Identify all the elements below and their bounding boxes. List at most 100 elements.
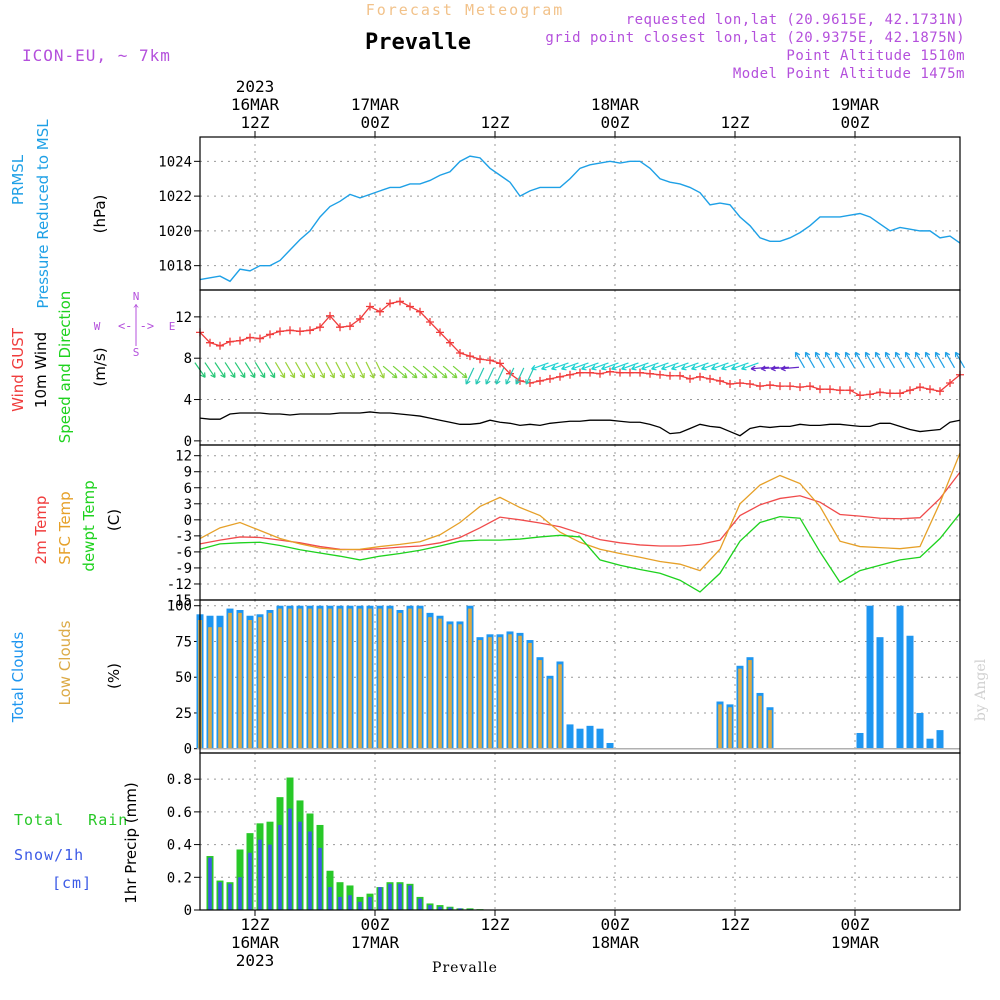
wind-direction-arrow — [741, 362, 759, 371]
gust-marker — [566, 370, 574, 379]
y-tick-label: 12 — [175, 310, 192, 326]
total-clouds-label: Total Clouds — [9, 632, 27, 724]
low-cloud-bar — [768, 710, 772, 749]
gust-marker — [776, 382, 784, 391]
y-tick-label: -3 — [175, 529, 192, 545]
wind-direction-arrow — [214, 362, 226, 379]
wind-direction-label: Speed and Direction — [56, 291, 74, 444]
gust-marker — [436, 328, 444, 337]
low-cloud-bar — [348, 608, 352, 749]
y-tick-label: -12 — [167, 577, 192, 593]
wind-direction-arrow — [305, 361, 315, 379]
gust-marker — [856, 391, 864, 400]
compass-w: W — [94, 320, 101, 333]
gust-marker — [246, 333, 254, 342]
snow-bar — [418, 898, 422, 910]
wind-direction-arrow — [611, 362, 629, 371]
gust-marker — [876, 388, 884, 397]
gust-marker — [386, 299, 394, 308]
gust-marker — [336, 323, 344, 332]
wind-direction-arrow — [814, 351, 826, 369]
gust-marker — [406, 302, 414, 311]
gust-marker — [446, 338, 454, 347]
gust-marker — [736, 379, 744, 387]
gust-marker — [306, 326, 314, 335]
low-cloud-bar — [368, 608, 372, 749]
gust-marker — [356, 314, 364, 323]
wind-direction-arrow — [224, 362, 236, 379]
low-cloud-bar — [448, 624, 452, 749]
wind-direction-arrow — [315, 361, 325, 379]
t2m-label: 2m Temp — [32, 496, 50, 565]
y-tick-label: 1024 — [158, 154, 192, 170]
snow-bar — [268, 844, 272, 910]
low-cloud-bar — [718, 704, 722, 749]
y-tick-label: 0.6 — [167, 805, 192, 821]
wind-direction-arrow — [345, 361, 355, 379]
gust-marker — [796, 383, 804, 392]
footer-location: Prevalle — [432, 960, 498, 976]
wind-direction-arrow — [651, 362, 669, 371]
wind-direction-arrow — [944, 351, 956, 369]
x-time-label-bottom: 00Z — [601, 915, 630, 934]
wind-direction-arrow — [601, 362, 619, 371]
gust-marker — [626, 368, 634, 377]
low-cloud-bar — [478, 640, 482, 749]
gust-marker — [286, 326, 294, 335]
total-cloud-bar — [916, 712, 924, 749]
x-time-label-top: 00Z — [601, 113, 630, 132]
wind-direction-arrow — [335, 361, 345, 379]
wind-direction-arrow — [295, 361, 306, 379]
wind-direction-arrow — [264, 361, 276, 379]
credit: by Angel — [973, 658, 989, 721]
y-tick-label: 0.2 — [167, 870, 192, 886]
y-tick-label: 0.8 — [167, 772, 192, 788]
gust-marker — [366, 302, 374, 311]
y-tick-label: 50 — [175, 670, 192, 686]
wind-direction-arrow — [505, 367, 515, 385]
snow-bar — [218, 882, 222, 910]
total-cloud-bar — [876, 637, 884, 749]
gust-marker — [706, 374, 714, 383]
gust-marker — [786, 382, 794, 391]
gust-marker — [936, 387, 944, 396]
wind-direction-arrow — [452, 365, 468, 379]
gust-marker — [556, 372, 564, 381]
y-tick-label: 9 — [184, 465, 192, 481]
location-title: Prevalle — [365, 30, 471, 55]
y-tick-label: 6 — [184, 481, 192, 497]
low-cloud-bar — [388, 608, 392, 749]
total-cloud-bar — [576, 728, 584, 749]
gust-marker — [496, 359, 504, 368]
x-date-label-top: 19MAR — [831, 95, 880, 114]
total-cloud-bar — [896, 605, 904, 749]
wind-gust-line — [199, 300, 961, 397]
wind-direction-arrow — [924, 351, 936, 369]
wind-direction-arrow — [561, 362, 579, 371]
low-cloud-bar — [548, 678, 552, 749]
x-date-label-bottom: 18MAR — [591, 933, 640, 952]
wind-direction-arrow — [551, 362, 569, 371]
low-cloud-bar — [398, 612, 402, 749]
y-tick-label: 0 — [184, 742, 192, 758]
x-date-label-top: 16MAR — [231, 95, 280, 114]
y-tick-label: 75 — [175, 634, 192, 650]
wind-direction-arrow — [824, 351, 836, 369]
low-cloud-bar — [318, 608, 322, 749]
compass-rose: N S W E <-|-> ^ — [94, 290, 176, 359]
x-time-label-top: 12Z — [721, 113, 750, 132]
wind-direction-arrow — [475, 367, 485, 385]
gust-marker — [346, 322, 354, 331]
low-cloud-bar — [758, 695, 762, 749]
gust-marker — [746, 380, 754, 389]
gust-marker — [486, 356, 494, 365]
temp-unit: (C) — [105, 509, 123, 531]
gust-marker — [616, 368, 624, 377]
gust-marker — [376, 307, 384, 316]
gust-marker — [946, 379, 954, 387]
low-cloud-bar — [458, 624, 462, 749]
snow-bar — [438, 906, 442, 910]
gust-marker — [676, 371, 684, 380]
total-cloud-bar — [906, 635, 914, 749]
snow-bar — [318, 847, 322, 910]
